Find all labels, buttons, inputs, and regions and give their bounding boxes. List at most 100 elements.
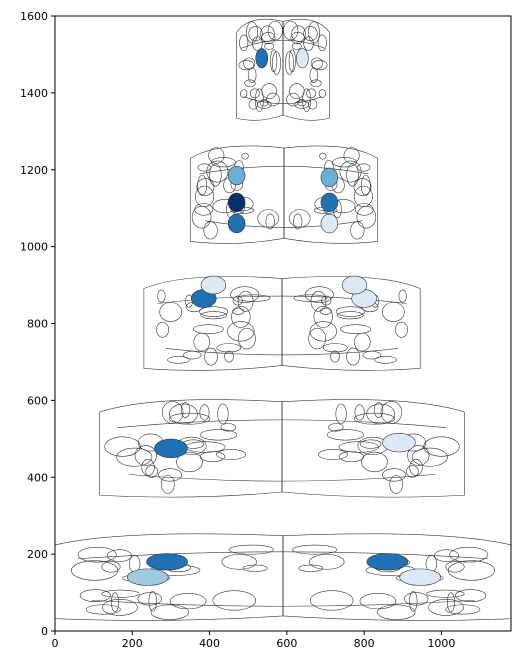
structure-outline bbox=[293, 213, 303, 230]
structure-outline bbox=[360, 439, 382, 449]
structure-outline bbox=[102, 598, 138, 616]
cortex-boundary bbox=[199, 165, 369, 175]
structure-outline bbox=[150, 604, 189, 620]
highlighted-region bbox=[227, 213, 246, 234]
structure-outline bbox=[311, 60, 328, 71]
structure-outline bbox=[239, 34, 249, 52]
structure-outline bbox=[237, 327, 256, 350]
cortex-boundary bbox=[77, 551, 489, 560]
structure-outline bbox=[161, 475, 175, 494]
structure-outline bbox=[137, 592, 162, 606]
highlighted-region bbox=[227, 192, 246, 213]
structure-outline bbox=[238, 60, 255, 71]
highlighted-region bbox=[200, 275, 227, 295]
x-tick-label: 400 bbox=[199, 637, 220, 650]
cortex-boundary bbox=[117, 419, 447, 428]
structure-outline bbox=[192, 324, 224, 334]
structure-outline bbox=[338, 451, 365, 462]
structure-outline bbox=[395, 321, 408, 338]
ventral-boundary bbox=[128, 474, 436, 482]
structure-outline bbox=[180, 402, 191, 418]
structure-outline bbox=[194, 203, 214, 216]
structure-outline bbox=[445, 561, 465, 573]
structure-outline bbox=[248, 99, 258, 110]
structure-outline bbox=[261, 83, 277, 99]
y-tick-label: 1200 bbox=[20, 164, 48, 177]
ventral-boundary bbox=[165, 348, 399, 356]
section-outline-left bbox=[236, 18, 284, 121]
section-outline-left bbox=[143, 276, 283, 371]
structure-outline bbox=[359, 593, 397, 610]
structure-outline bbox=[360, 174, 371, 196]
structure-outline bbox=[318, 89, 326, 98]
structure-outline bbox=[291, 42, 302, 50]
section-row-5 bbox=[236, 18, 330, 121]
structure-outline bbox=[326, 429, 365, 441]
y-tick-label: 400 bbox=[27, 471, 48, 484]
structure-outline bbox=[285, 51, 294, 75]
section-outline-right bbox=[282, 18, 330, 121]
structure-outline bbox=[289, 83, 305, 99]
x-tick-label: 0 bbox=[52, 637, 59, 650]
structure-outline bbox=[209, 163, 222, 187]
section-outline-right bbox=[281, 276, 421, 371]
structure-outline bbox=[220, 423, 236, 432]
structure-outline bbox=[231, 306, 251, 328]
structure-outline bbox=[308, 21, 320, 44]
structure-outline bbox=[145, 465, 158, 478]
structure-outline bbox=[353, 412, 396, 425]
structure-outline bbox=[310, 57, 323, 70]
ventral-boundary bbox=[205, 220, 363, 228]
structure-outline bbox=[248, 26, 263, 42]
y-tick-label: 0 bbox=[41, 625, 48, 638]
structure-outline bbox=[330, 350, 340, 363]
y-tick-label: 200 bbox=[27, 548, 48, 561]
structure-outline bbox=[246, 21, 258, 44]
structure-outline bbox=[242, 564, 268, 572]
structure-outline bbox=[308, 99, 318, 110]
structure-outline bbox=[169, 403, 198, 425]
highlighted-region bbox=[227, 165, 246, 186]
structure-outline bbox=[191, 205, 212, 229]
structure-outline bbox=[212, 590, 257, 611]
structure-outline bbox=[318, 449, 348, 460]
structure-outline bbox=[216, 449, 246, 460]
structure-outline bbox=[197, 163, 212, 172]
section-outline-right bbox=[283, 145, 378, 244]
structure-outline bbox=[361, 451, 388, 473]
structure-outline bbox=[204, 347, 218, 366]
structure-outline bbox=[319, 307, 332, 315]
structure-outline bbox=[354, 203, 374, 216]
structure-outline bbox=[183, 350, 202, 360]
highlighted-region bbox=[320, 213, 339, 234]
structure-outline bbox=[221, 554, 257, 570]
structure-outline bbox=[321, 295, 332, 306]
section-row-2 bbox=[99, 399, 465, 498]
structure-outline bbox=[446, 592, 455, 612]
structure-outline bbox=[328, 423, 344, 432]
structure-outline bbox=[79, 589, 111, 603]
structure-outline bbox=[353, 332, 371, 352]
structure-outline bbox=[303, 26, 318, 42]
structure-outline bbox=[339, 160, 362, 183]
structure-outline bbox=[247, 67, 257, 83]
structure-outline bbox=[291, 25, 306, 42]
structure-outline bbox=[176, 451, 203, 473]
x-tick-label: 1000 bbox=[427, 637, 455, 650]
ventral-boundary bbox=[243, 96, 323, 105]
structure-outline bbox=[272, 51, 281, 75]
structure-outline bbox=[158, 468, 182, 482]
highlighted-region bbox=[382, 433, 416, 453]
highlighted-region bbox=[341, 275, 368, 295]
structure-outline bbox=[236, 294, 271, 302]
structure-outline bbox=[257, 209, 280, 228]
structure-outline bbox=[134, 445, 157, 466]
structure-outline bbox=[241, 152, 249, 160]
structure-outline bbox=[168, 412, 211, 425]
structure-outline bbox=[265, 213, 275, 230]
structure-outline bbox=[426, 589, 465, 598]
structure-outline bbox=[266, 92, 280, 107]
structure-outline bbox=[406, 465, 419, 478]
structure-outline bbox=[338, 441, 379, 453]
structure-outline bbox=[217, 403, 229, 425]
